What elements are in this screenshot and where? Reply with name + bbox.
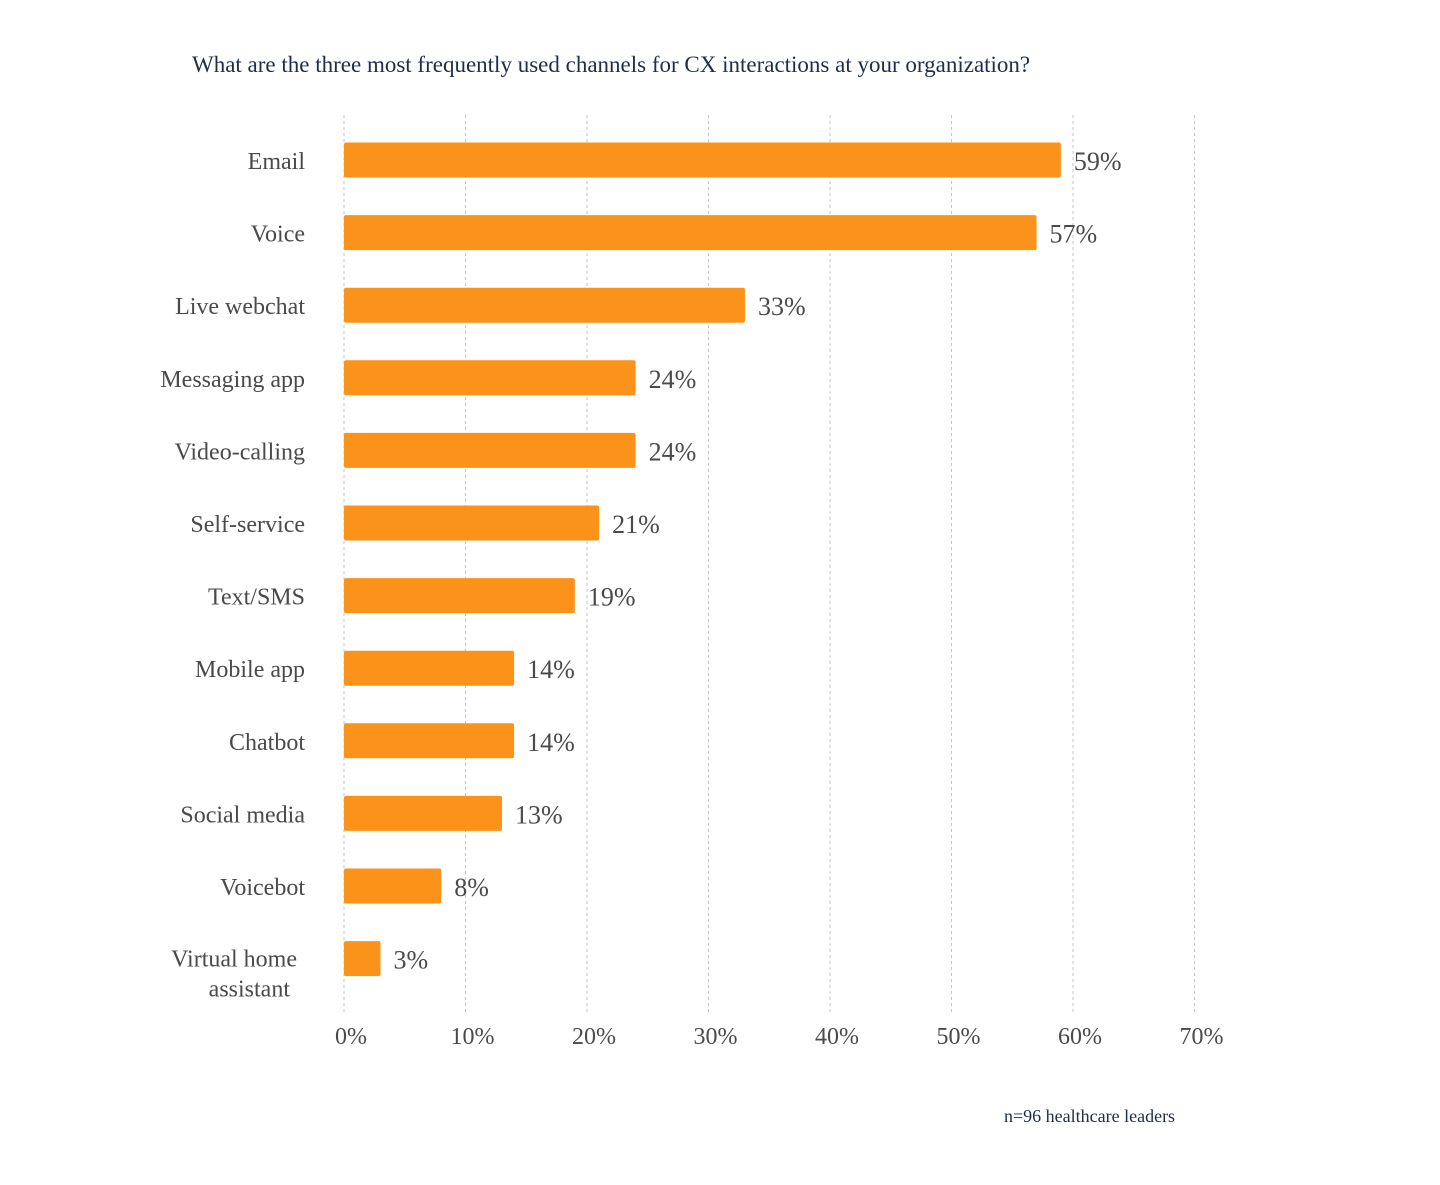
value-label: 24% <box>649 365 697 394</box>
category-label: Messaging app <box>160 367 305 393</box>
category-label: Mobile app <box>195 657 305 683</box>
category-label: Text/SMS <box>208 585 305 611</box>
category-label: Video-calling <box>174 439 305 465</box>
bar <box>344 868 442 904</box>
x-tick-label: 0% <box>335 1024 367 1050</box>
bar <box>344 432 636 468</box>
category-label: Chatbot <box>229 730 305 756</box>
value-label: 24% <box>649 437 697 466</box>
category-label: Social media <box>180 802 305 828</box>
bar <box>344 360 636 396</box>
bar <box>344 142 1061 178</box>
x-tick-label: 50% <box>937 1024 981 1050</box>
category-label: Self-service <box>190 512 305 538</box>
sample-size-note: n=96 healthcare leaders <box>1004 1106 1176 1126</box>
bars <box>344 142 1061 977</box>
chart-title: What are the three most frequently used … <box>192 52 1031 77</box>
value-label: 13% <box>515 800 563 829</box>
value-label: 3% <box>393 946 428 975</box>
bar <box>344 215 1037 251</box>
category-label: Email <box>248 149 306 175</box>
value-label: 19% <box>588 583 636 612</box>
category-label: Voicebot <box>220 875 305 901</box>
bar <box>344 578 575 614</box>
x-tick-label: 40% <box>815 1024 859 1050</box>
bar <box>344 650 515 686</box>
bar <box>344 723 515 759</box>
bar <box>344 941 381 977</box>
value-label: 57% <box>1050 220 1098 249</box>
x-tick-label: 60% <box>1058 1024 1102 1050</box>
value-label: 8% <box>454 873 489 902</box>
x-tick-label: 10% <box>451 1024 495 1050</box>
value-label: 14% <box>527 728 575 757</box>
value-labels: 59% 57% 33% 24% 24% 21% 19% 14% 14% 13% 8% 3% <box>393 147 1121 975</box>
x-tick-label: 30% <box>694 1024 738 1050</box>
value-label: 59% <box>1074 147 1122 176</box>
x-tick-label: 20% <box>572 1024 616 1050</box>
value-label: 33% <box>758 292 806 321</box>
category-labels: Email Voice Live webchat Messaging app Video… <box>160 149 305 1003</box>
x-axis-ticks: 0% 10% 20% 30% 40% 50% 60% 70% <box>335 1024 1224 1050</box>
value-label: 21% <box>612 510 660 539</box>
category-label: Voice <box>251 222 305 248</box>
value-label: 14% <box>527 655 575 684</box>
bar <box>344 287 745 323</box>
bar <box>344 795 502 831</box>
bar <box>344 505 600 541</box>
x-tick-label: 70% <box>1180 1024 1224 1050</box>
category-label: Live webchat <box>175 294 305 320</box>
category-label: Virtual home assistant <box>171 947 297 1003</box>
